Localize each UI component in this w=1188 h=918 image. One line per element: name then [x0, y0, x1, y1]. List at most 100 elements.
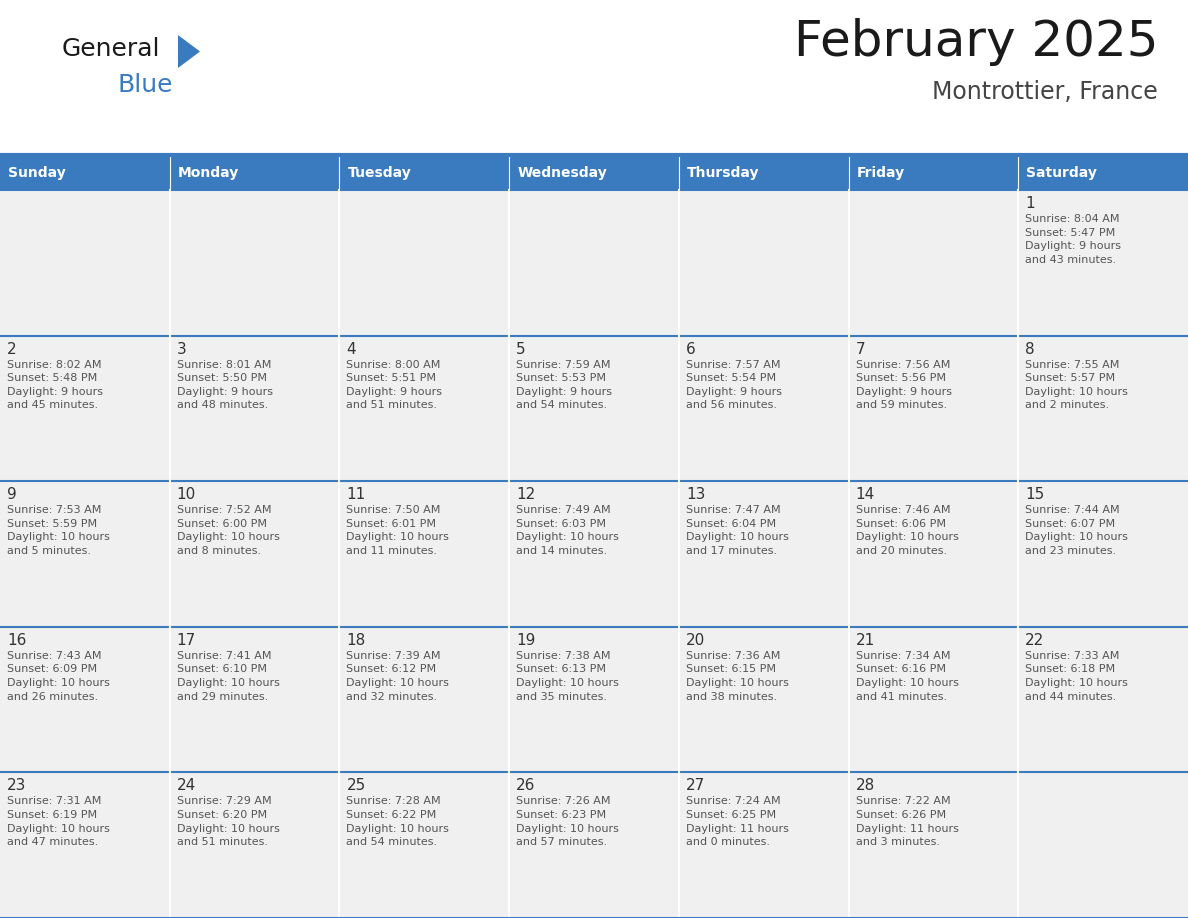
Text: Sunrise: 7:52 AM
Sunset: 6:00 PM
Daylight: 10 hours
and 8 minutes.: Sunrise: 7:52 AM Sunset: 6:00 PM Dayligh…	[177, 505, 279, 556]
Text: Tuesday: Tuesday	[347, 165, 411, 180]
Bar	[340, 627, 510, 772]
Text: 22: 22	[1025, 633, 1044, 648]
Bar	[678, 772, 848, 918]
Bar	[848, 190, 1018, 336]
Text: Sunrise: 7:49 AM
Sunset: 6:03 PM
Daylight: 10 hours
and 14 minutes.: Sunrise: 7:49 AM Sunset: 6:03 PM Dayligh…	[516, 505, 619, 556]
Text: Sunrise: 8:02 AM
Sunset: 5:48 PM
Daylight: 9 hours
and 45 minutes.: Sunrise: 8:02 AM Sunset: 5:48 PM Dayligh…	[7, 360, 103, 410]
Text: 16: 16	[7, 633, 26, 648]
Text: 5: 5	[516, 341, 526, 356]
Text: Sunrise: 8:01 AM
Sunset: 5:50 PM
Daylight: 9 hours
and 48 minutes.: Sunrise: 8:01 AM Sunset: 5:50 PM Dayligh…	[177, 360, 273, 410]
Text: 19: 19	[516, 633, 536, 648]
Text: 9: 9	[7, 487, 17, 502]
Bar	[0, 336, 170, 481]
Bar	[1018, 190, 1188, 336]
Text: 8: 8	[1025, 341, 1035, 356]
Bar	[1018, 336, 1188, 481]
Text: Sunrise: 7:43 AM
Sunset: 6:09 PM
Daylight: 10 hours
and 26 minutes.: Sunrise: 7:43 AM Sunset: 6:09 PM Dayligh…	[7, 651, 109, 701]
Bar	[678, 627, 848, 772]
Bar	[170, 336, 340, 481]
Bar	[170, 190, 340, 336]
Text: General: General	[62, 37, 160, 61]
Bar	[848, 481, 1018, 627]
Text: Sunrise: 7:41 AM
Sunset: 6:10 PM
Daylight: 10 hours
and 29 minutes.: Sunrise: 7:41 AM Sunset: 6:10 PM Dayligh…	[177, 651, 279, 701]
Text: Sunrise: 8:04 AM
Sunset: 5:47 PM
Daylight: 9 hours
and 43 minutes.: Sunrise: 8:04 AM Sunset: 5:47 PM Dayligh…	[1025, 214, 1121, 264]
Bar	[340, 336, 510, 481]
Bar	[678, 336, 848, 481]
Text: Sunrise: 7:22 AM
Sunset: 6:26 PM
Daylight: 11 hours
and 3 minutes.: Sunrise: 7:22 AM Sunset: 6:26 PM Dayligh…	[855, 797, 959, 847]
Bar	[170, 772, 340, 918]
Bar	[340, 155, 510, 190]
Bar	[0, 190, 170, 336]
Text: 25: 25	[347, 778, 366, 793]
Text: Sunrise: 7:50 AM
Sunset: 6:01 PM
Daylight: 10 hours
and 11 minutes.: Sunrise: 7:50 AM Sunset: 6:01 PM Dayligh…	[347, 505, 449, 556]
Bar	[678, 155, 848, 190]
Text: Wednesday: Wednesday	[517, 165, 607, 180]
Text: Sunrise: 7:24 AM
Sunset: 6:25 PM
Daylight: 11 hours
and 0 minutes.: Sunrise: 7:24 AM Sunset: 6:25 PM Dayligh…	[685, 797, 789, 847]
Text: February 2025: February 2025	[794, 18, 1158, 66]
Text: 23: 23	[7, 778, 26, 793]
Bar	[0, 0, 1188, 155]
Text: 18: 18	[347, 633, 366, 648]
Text: Sunrise: 7:28 AM
Sunset: 6:22 PM
Daylight: 10 hours
and 54 minutes.: Sunrise: 7:28 AM Sunset: 6:22 PM Dayligh…	[347, 797, 449, 847]
Text: 11: 11	[347, 487, 366, 502]
Bar	[340, 190, 510, 336]
Text: 15: 15	[1025, 487, 1044, 502]
Bar	[340, 772, 510, 918]
Bar	[848, 627, 1018, 772]
Bar	[0, 481, 170, 627]
Text: 27: 27	[685, 778, 706, 793]
Bar	[678, 190, 848, 336]
Text: Sunrise: 7:26 AM
Sunset: 6:23 PM
Daylight: 10 hours
and 57 minutes.: Sunrise: 7:26 AM Sunset: 6:23 PM Dayligh…	[516, 797, 619, 847]
Text: Sunrise: 7:46 AM
Sunset: 6:06 PM
Daylight: 10 hours
and 20 minutes.: Sunrise: 7:46 AM Sunset: 6:06 PM Dayligh…	[855, 505, 959, 556]
Bar	[0, 627, 170, 772]
Bar	[0, 155, 170, 190]
Text: Sunrise: 7:38 AM
Sunset: 6:13 PM
Daylight: 10 hours
and 35 minutes.: Sunrise: 7:38 AM Sunset: 6:13 PM Dayligh…	[516, 651, 619, 701]
Text: 7: 7	[855, 341, 865, 356]
Text: Sunrise: 7:55 AM
Sunset: 5:57 PM
Daylight: 10 hours
and 2 minutes.: Sunrise: 7:55 AM Sunset: 5:57 PM Dayligh…	[1025, 360, 1129, 410]
Bar	[510, 190, 678, 336]
Text: 21: 21	[855, 633, 874, 648]
Text: 3: 3	[177, 341, 187, 356]
Bar	[510, 336, 678, 481]
Text: 26: 26	[516, 778, 536, 793]
Text: Sunrise: 7:36 AM
Sunset: 6:15 PM
Daylight: 10 hours
and 38 minutes.: Sunrise: 7:36 AM Sunset: 6:15 PM Dayligh…	[685, 651, 789, 701]
Text: Sunrise: 7:47 AM
Sunset: 6:04 PM
Daylight: 10 hours
and 17 minutes.: Sunrise: 7:47 AM Sunset: 6:04 PM Dayligh…	[685, 505, 789, 556]
Text: Sunrise: 7:34 AM
Sunset: 6:16 PM
Daylight: 10 hours
and 41 minutes.: Sunrise: 7:34 AM Sunset: 6:16 PM Dayligh…	[855, 651, 959, 701]
Bar	[848, 155, 1018, 190]
Bar	[510, 772, 678, 918]
Bar	[678, 481, 848, 627]
Text: 10: 10	[177, 487, 196, 502]
Text: Montrottier, France: Montrottier, France	[933, 80, 1158, 104]
Text: Sunrise: 7:59 AM
Sunset: 5:53 PM
Daylight: 9 hours
and 54 minutes.: Sunrise: 7:59 AM Sunset: 5:53 PM Dayligh…	[516, 360, 612, 410]
Text: 20: 20	[685, 633, 706, 648]
Text: Saturday: Saturday	[1026, 165, 1098, 180]
Bar	[170, 155, 340, 190]
Bar	[340, 481, 510, 627]
Text: Thursday: Thursday	[687, 165, 759, 180]
Bar	[170, 481, 340, 627]
Text: 24: 24	[177, 778, 196, 793]
Text: 17: 17	[177, 633, 196, 648]
Text: Sunrise: 7:31 AM
Sunset: 6:19 PM
Daylight: 10 hours
and 47 minutes.: Sunrise: 7:31 AM Sunset: 6:19 PM Dayligh…	[7, 797, 109, 847]
Text: Friday: Friday	[857, 165, 905, 180]
Text: Sunrise: 7:44 AM
Sunset: 6:07 PM
Daylight: 10 hours
and 23 minutes.: Sunrise: 7:44 AM Sunset: 6:07 PM Dayligh…	[1025, 505, 1129, 556]
Text: Sunrise: 8:00 AM
Sunset: 5:51 PM
Daylight: 9 hours
and 51 minutes.: Sunrise: 8:00 AM Sunset: 5:51 PM Dayligh…	[347, 360, 442, 410]
Text: Blue: Blue	[116, 73, 172, 97]
Bar	[1018, 772, 1188, 918]
Bar	[510, 627, 678, 772]
Bar	[510, 155, 678, 190]
Text: 28: 28	[855, 778, 874, 793]
Text: Sunrise: 7:29 AM
Sunset: 6:20 PM
Daylight: 10 hours
and 51 minutes.: Sunrise: 7:29 AM Sunset: 6:20 PM Dayligh…	[177, 797, 279, 847]
Text: 13: 13	[685, 487, 706, 502]
Bar	[848, 336, 1018, 481]
Bar	[170, 627, 340, 772]
Text: 12: 12	[516, 487, 536, 502]
Text: 6: 6	[685, 341, 696, 356]
Bar	[1018, 155, 1188, 190]
Text: Sunrise: 7:56 AM
Sunset: 5:56 PM
Daylight: 9 hours
and 59 minutes.: Sunrise: 7:56 AM Sunset: 5:56 PM Dayligh…	[855, 360, 952, 410]
Polygon shape	[178, 35, 200, 68]
Bar	[0, 772, 170, 918]
Text: 2: 2	[7, 341, 17, 356]
Text: Monday: Monday	[178, 165, 239, 180]
Bar	[848, 772, 1018, 918]
